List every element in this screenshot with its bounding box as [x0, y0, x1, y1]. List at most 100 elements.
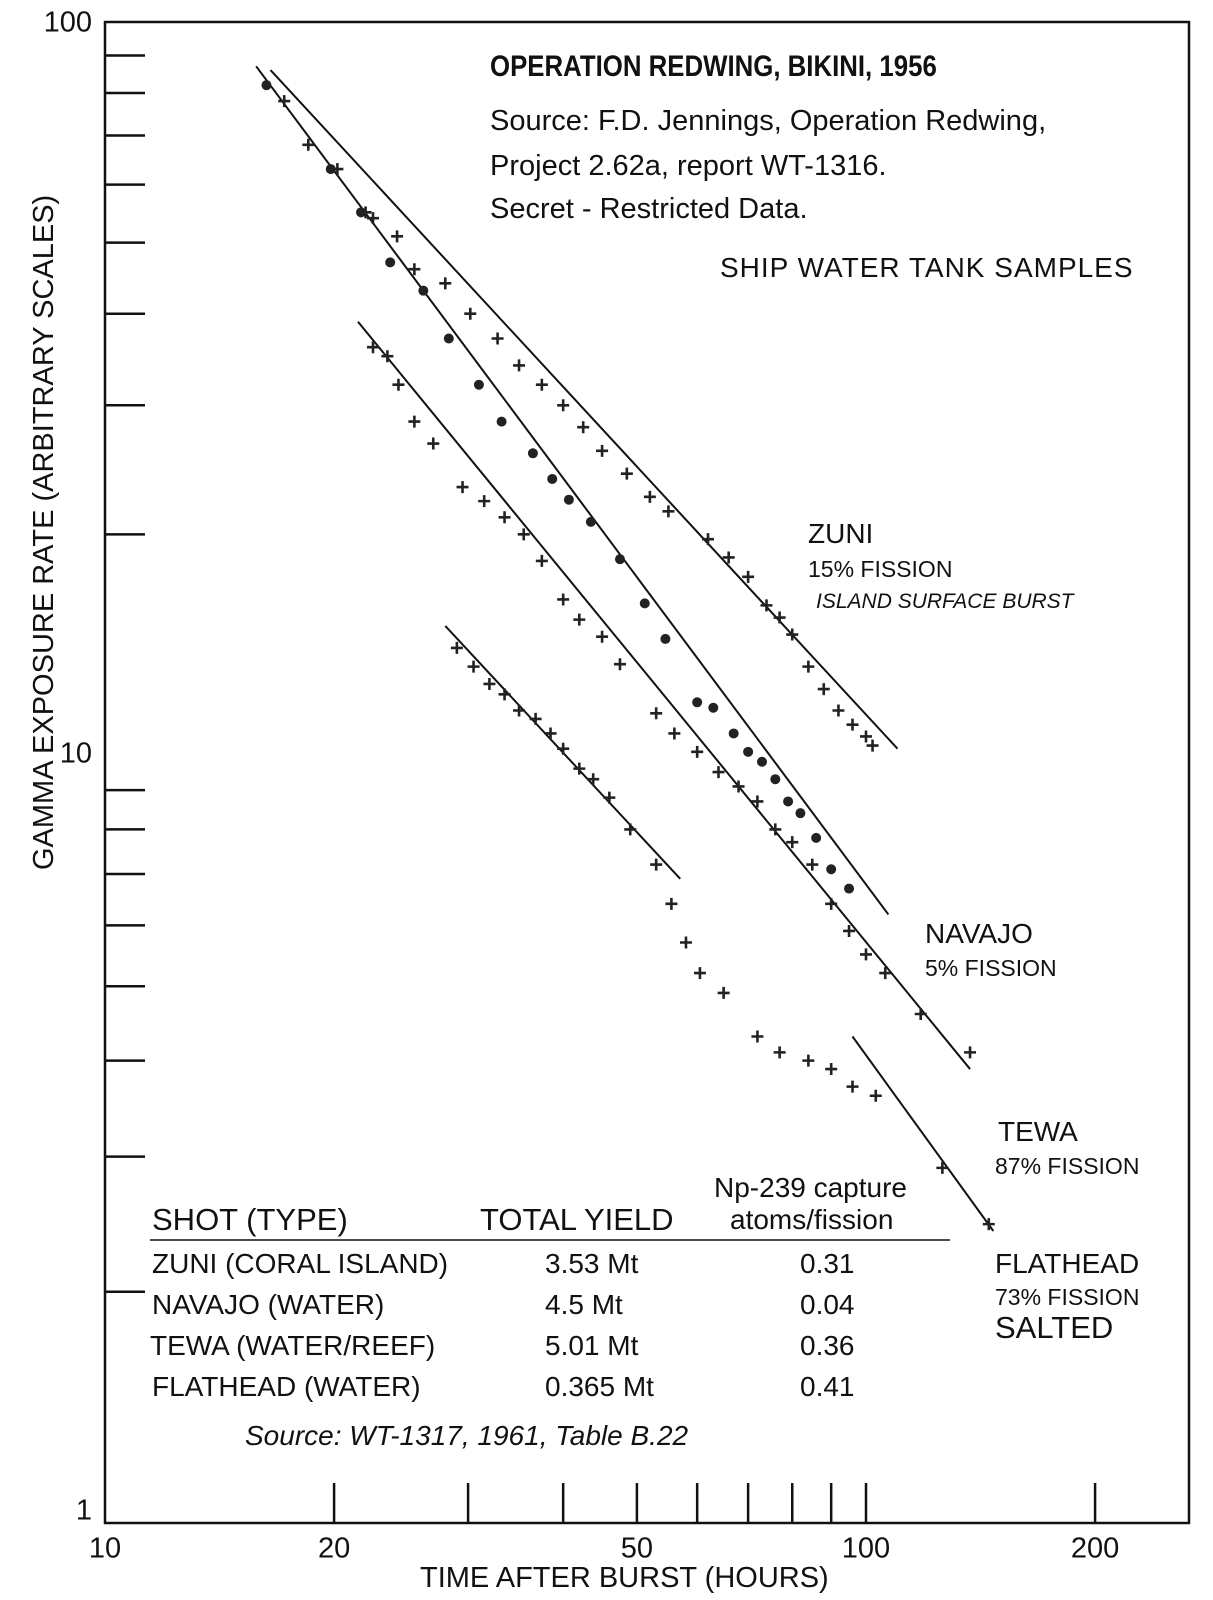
data-point-flathead	[467, 660, 480, 673]
data-point-zuni	[391, 230, 404, 243]
data-point-navajo	[418, 285, 429, 296]
data-point-zuni	[866, 739, 879, 752]
data-point-zuni	[832, 704, 845, 717]
data-point-navajo	[527, 448, 538, 459]
table-row-1-shot: ZUNI (CORAL ISLAND)	[152, 1248, 449, 1279]
data-point-navajo	[496, 416, 507, 427]
data-point-zuni	[464, 307, 477, 320]
data-point-navajo	[385, 257, 396, 268]
data-point-navajo	[614, 554, 625, 565]
data-point-navajo	[844, 883, 855, 894]
data-point-zuni	[860, 730, 872, 743]
data-point-zuni	[773, 611, 786, 624]
table-row-3-shot: TEWA (WATER/REEF)	[150, 1330, 436, 1361]
data-point-tewa	[732, 780, 745, 793]
data-point-zuni	[408, 263, 421, 276]
y-tick-label: 100	[44, 7, 92, 39]
data-point-flathead	[751, 1030, 764, 1043]
data-point-zuni	[302, 138, 315, 151]
data-point-tewa	[825, 897, 838, 910]
data-point-flathead	[624, 823, 637, 836]
data-point-navajo	[261, 80, 272, 91]
data-point-zuni	[439, 277, 452, 290]
data-point-tewa	[786, 836, 799, 849]
source-line-1: Source: F.D. Jennings, Operation Redwing…	[490, 105, 1047, 137]
data-point-zuni	[662, 505, 675, 518]
table-footnote: Source: WT-1317, 1961, Table B.22	[245, 1420, 689, 1451]
data-point-tewa	[879, 967, 892, 980]
data-point-flathead	[587, 773, 600, 786]
series-note-navajo: 5% FISSION	[925, 955, 1057, 981]
data-point-zuni	[367, 212, 380, 225]
data-point-zuni	[278, 95, 291, 108]
data-point-zuni	[620, 467, 633, 480]
data-point-navajo	[783, 796, 794, 807]
data-point-tewa	[712, 766, 725, 779]
data-point-tewa	[498, 511, 511, 524]
series-label-navajo: NAVAJO	[925, 918, 1033, 949]
series-note-zuni-burst: ISLAND SURFACE BURST	[816, 590, 1074, 613]
x-tick-label: 10	[89, 1533, 121, 1565]
data-point-tewa	[381, 350, 394, 363]
data-point-tewa	[408, 415, 421, 428]
data-point-zuni	[596, 444, 609, 457]
table-row-4-np: 0.41	[800, 1371, 855, 1402]
x-tick-label: 200	[1071, 1533, 1119, 1565]
fit-lines	[255, 65, 995, 1232]
data-point-flathead	[603, 791, 616, 804]
data-point-navajo	[708, 702, 719, 713]
data-point-tewa	[517, 528, 530, 541]
data-point-flathead	[529, 712, 542, 725]
data-point-navajo	[473, 379, 484, 390]
data-point-navajo	[325, 164, 336, 175]
series-note-flathead: 73% FISSION	[995, 1284, 1140, 1310]
data-point-navajo	[811, 832, 822, 843]
data-point-tewa	[843, 924, 856, 937]
y-tick-label: 1	[76, 1495, 92, 1527]
data-point-navajo	[770, 774, 781, 785]
data-point-flathead	[982, 1218, 995, 1231]
data-point-zuni	[535, 378, 548, 391]
table-row-4-yield: 0.365 Mt	[545, 1371, 654, 1402]
data-point-flathead	[846, 1080, 859, 1093]
data-point-navajo	[563, 494, 574, 505]
table-row-3-yield: 5.01 Mt	[545, 1330, 639, 1361]
table-row-1-np: 0.31	[800, 1248, 855, 1279]
data-point-zuni	[846, 718, 859, 731]
data-point-navajo	[356, 207, 367, 218]
fit-line-flathead-late	[851, 1035, 995, 1232]
data-point-zuni	[786, 628, 799, 641]
chart-subtitle: SHIP WATER TANK SAMPLES	[720, 252, 1134, 283]
data-point-flathead	[825, 1063, 838, 1076]
data-point-navajo	[795, 808, 806, 819]
data-point-navajo	[826, 864, 837, 875]
data-point-zuni	[760, 599, 773, 612]
data-point-tewa	[806, 858, 819, 871]
source-line-3: Secret - Restricted Data.	[490, 193, 808, 225]
data-point-tewa	[392, 378, 405, 391]
data-point-flathead	[869, 1089, 882, 1102]
table-row-2-np: 0.04	[800, 1289, 855, 1320]
data-point-zuni	[643, 490, 656, 503]
x-tick-label: 20	[318, 1533, 350, 1565]
data-point-flathead	[693, 967, 706, 980]
data-point-tewa	[613, 658, 626, 671]
table-row-4-shot: FLATHEAD (WATER)	[152, 1371, 421, 1402]
data-point-flathead	[665, 897, 678, 910]
data-point-flathead	[650, 858, 663, 871]
axis-ticks	[105, 54, 1097, 1523]
plot-frame	[103, 20, 1191, 1525]
data-point-tewa	[964, 1046, 977, 1059]
series-label-tewa: TEWA	[998, 1116, 1078, 1147]
table-header-shot: SHOT (TYPE)	[152, 1202, 348, 1237]
table-header-np-1: Np-239 capture	[714, 1172, 908, 1203]
data-point-tewa	[557, 593, 570, 606]
y-axis-label: GAMMA EXPOSURE RATE (ARBITRARY SCALES)	[28, 194, 60, 870]
tick-labels: 10 20 50 100 200 1 10 100	[44, 7, 1120, 1565]
data-point-tewa	[367, 341, 380, 354]
series-note-flathead-salted: SALTED	[995, 1310, 1114, 1345]
data-points	[261, 80, 995, 1231]
series-label-zuni: ZUNI	[808, 518, 874, 549]
data-point-navajo	[443, 333, 454, 344]
